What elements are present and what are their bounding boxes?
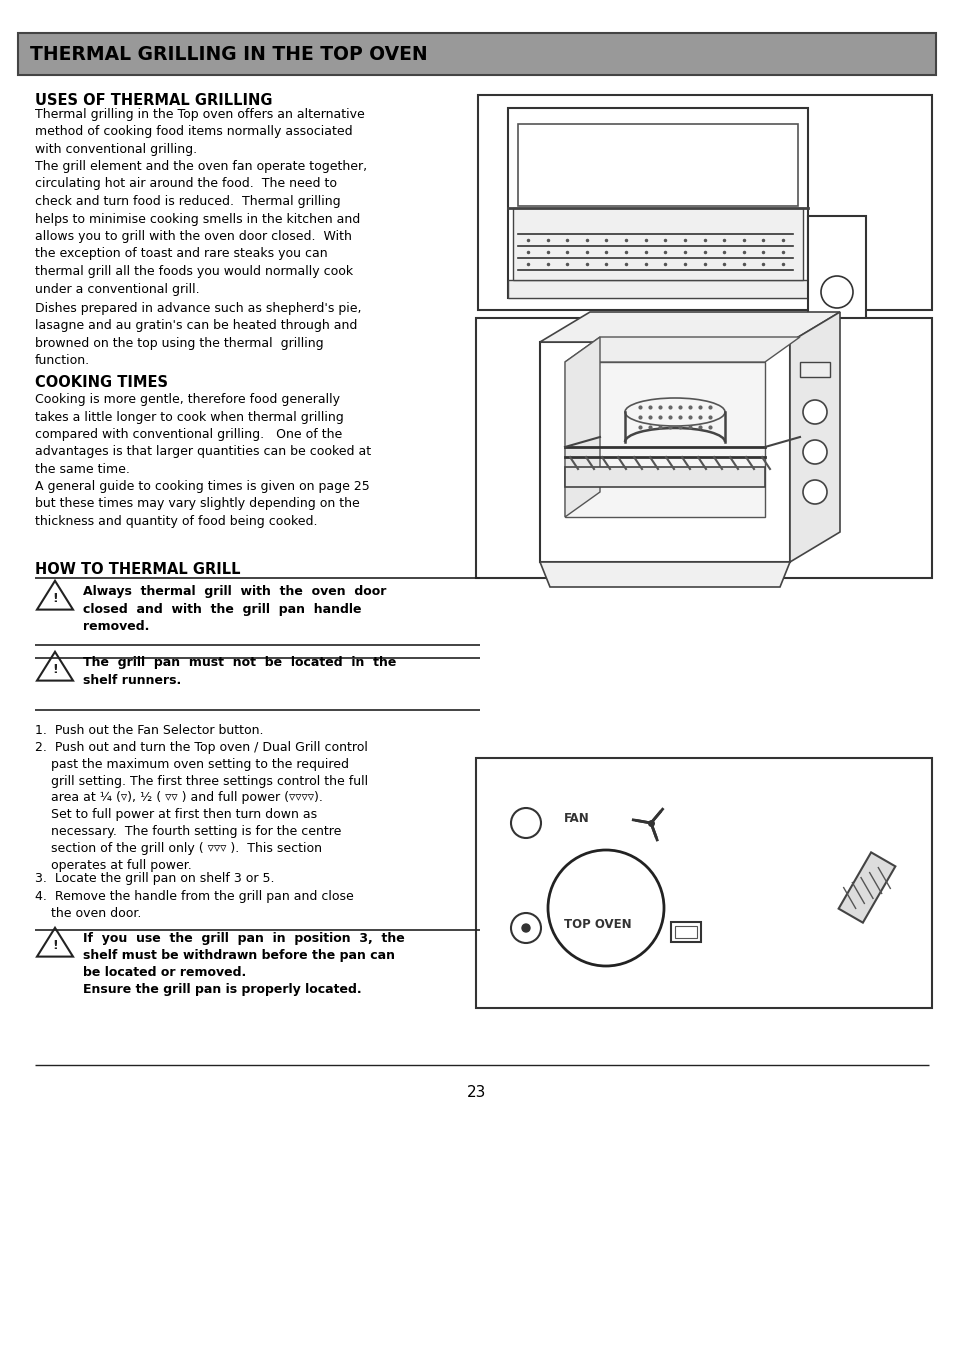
Text: Thermal grilling in the Top oven offers an alternative
method of cooking food it: Thermal grilling in the Top oven offers … bbox=[35, 108, 364, 155]
Polygon shape bbox=[539, 342, 789, 562]
Polygon shape bbox=[37, 651, 73, 681]
Text: THERMAL GRILLING IN THE TOP OVEN: THERMAL GRILLING IN THE TOP OVEN bbox=[30, 45, 427, 63]
Circle shape bbox=[802, 400, 826, 424]
Bar bbox=[807, 216, 865, 407]
Bar bbox=[517, 124, 797, 205]
Text: Always  thermal  grill  with  the  oven  door
closed  and  with  the  grill  pan: Always thermal grill with the oven door … bbox=[83, 585, 386, 634]
Bar bbox=[841, 392, 849, 399]
Text: !: ! bbox=[52, 592, 58, 605]
Circle shape bbox=[511, 808, 540, 838]
Polygon shape bbox=[539, 562, 789, 586]
Bar bbox=[18, 32, 935, 76]
Text: 3.  Locate the grill pan on shelf 3 or 5.: 3. Locate the grill pan on shelf 3 or 5. bbox=[35, 871, 274, 885]
Text: A general guide to cooking times is given on page 25
but these times may vary sl: A general guide to cooking times is give… bbox=[35, 480, 370, 528]
Polygon shape bbox=[564, 467, 764, 486]
Text: 1.  Push out the Fan Selector button.: 1. Push out the Fan Selector button. bbox=[35, 724, 263, 738]
Bar bbox=[476, 317, 931, 578]
Text: 23: 23 bbox=[467, 1085, 486, 1100]
Text: TOP OVEN: TOP OVEN bbox=[563, 917, 631, 931]
Circle shape bbox=[821, 359, 852, 392]
Polygon shape bbox=[37, 928, 73, 957]
Bar bbox=[670, 921, 700, 942]
Bar bbox=[675, 925, 697, 938]
Bar bbox=[513, 208, 802, 280]
Circle shape bbox=[521, 924, 530, 932]
Text: 2.  Push out and turn the Top oven / Dual Grill control
    past the maximum ove: 2. Push out and turn the Top oven / Dual… bbox=[35, 740, 368, 871]
Polygon shape bbox=[789, 312, 840, 562]
Polygon shape bbox=[564, 336, 599, 517]
Text: 4.  Remove the handle from the grill pan and close
    the oven door.: 4. Remove the handle from the grill pan … bbox=[35, 890, 354, 920]
Text: The grill element and the oven fan operate together,
circulating hot air around : The grill element and the oven fan opera… bbox=[35, 159, 367, 296]
Polygon shape bbox=[564, 336, 800, 362]
Polygon shape bbox=[564, 362, 764, 517]
Circle shape bbox=[821, 317, 852, 350]
Text: COOKING TIMES: COOKING TIMES bbox=[35, 376, 168, 390]
Text: The  grill  pan  must  not  be  located  in  the
shelf runners.: The grill pan must not be located in the… bbox=[83, 657, 395, 686]
Text: FAN: FAN bbox=[563, 812, 589, 825]
Bar bbox=[821, 392, 829, 399]
Text: If  you  use  the  grill  pan  in  position  3,  the
shelf must be withdrawn bef: If you use the grill pan in position 3, … bbox=[83, 932, 404, 996]
Bar bbox=[477, 95, 931, 309]
Bar bbox=[838, 852, 895, 923]
Text: HOW TO THERMAL GRILL: HOW TO THERMAL GRILL bbox=[35, 562, 240, 577]
Circle shape bbox=[547, 850, 663, 966]
Text: !: ! bbox=[52, 939, 58, 952]
Text: !: ! bbox=[52, 663, 58, 677]
Bar bbox=[831, 392, 840, 399]
Text: USES OF THERMAL GRILLING: USES OF THERMAL GRILLING bbox=[35, 93, 273, 108]
Bar bbox=[811, 392, 820, 399]
Polygon shape bbox=[37, 581, 73, 609]
Polygon shape bbox=[539, 312, 840, 342]
Circle shape bbox=[511, 913, 540, 943]
Circle shape bbox=[802, 440, 826, 463]
Bar bbox=[476, 758, 931, 1008]
Bar bbox=[800, 362, 829, 377]
Bar bbox=[851, 392, 859, 399]
Circle shape bbox=[802, 480, 826, 504]
Text: Cooking is more gentle, therefore food generally
takes a little longer to cook w: Cooking is more gentle, therefore food g… bbox=[35, 393, 371, 476]
Bar bbox=[507, 108, 807, 299]
Bar bbox=[507, 280, 807, 299]
Circle shape bbox=[821, 276, 852, 308]
Text: Dishes prepared in advance such as shepherd's pie,
lasagne and au gratin's can b: Dishes prepared in advance such as sheph… bbox=[35, 303, 361, 367]
